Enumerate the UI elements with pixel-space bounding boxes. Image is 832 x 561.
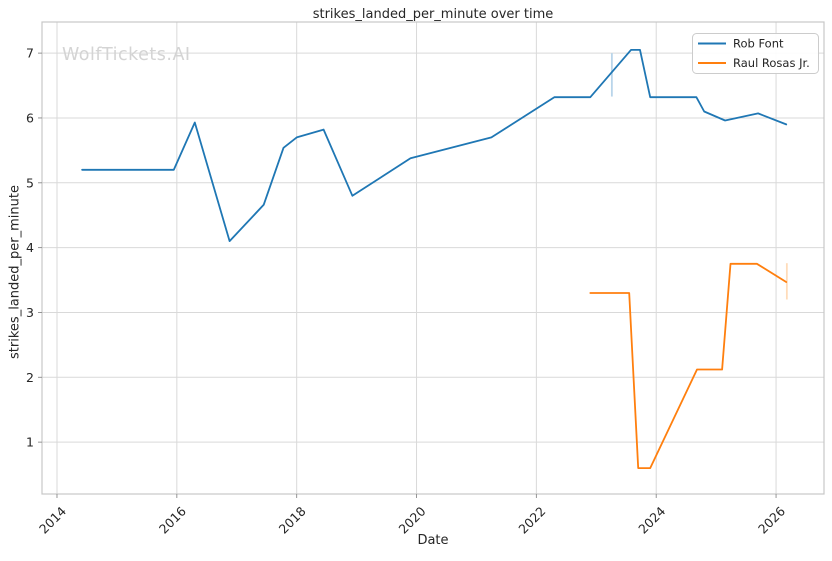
- y-tick-label: 5: [26, 175, 34, 190]
- legend-label: Rob Font: [733, 37, 784, 51]
- x-tick-label: 2014: [36, 503, 69, 536]
- x-tick-label: 2026: [755, 503, 788, 536]
- legend-label: Raul Rosas Jr.: [733, 56, 810, 70]
- plot-border: [41, 21, 825, 495]
- x-axis-label: Date: [417, 533, 449, 548]
- y-tick-label: 3: [26, 305, 34, 320]
- x-tick-label: 2018: [276, 503, 309, 536]
- y-tick-label: 7: [26, 46, 34, 61]
- watermark: WolfTickets.AI: [62, 45, 191, 65]
- series-line-raul-rosas-jr-: [589, 262, 788, 470]
- series-line-rob-font: [81, 49, 788, 243]
- y-tick-label: 2: [26, 370, 34, 385]
- y-axis-label: strikes_landed_per_minute: [7, 185, 23, 359]
- y-tick-label: 1: [26, 435, 34, 450]
- chart-title: strikes_landed_per_minute over time: [312, 7, 554, 22]
- x-tick-label: 2022: [515, 504, 548, 537]
- x-tick-label: 2024: [635, 503, 668, 536]
- x-tick-label: 2016: [156, 503, 189, 536]
- y-tick-label: 4: [26, 240, 34, 255]
- x-tick-label: 2020: [396, 503, 429, 536]
- legend: Rob Font Raul Rosas Jr.: [692, 33, 819, 74]
- y-tick-label: 6: [26, 110, 34, 125]
